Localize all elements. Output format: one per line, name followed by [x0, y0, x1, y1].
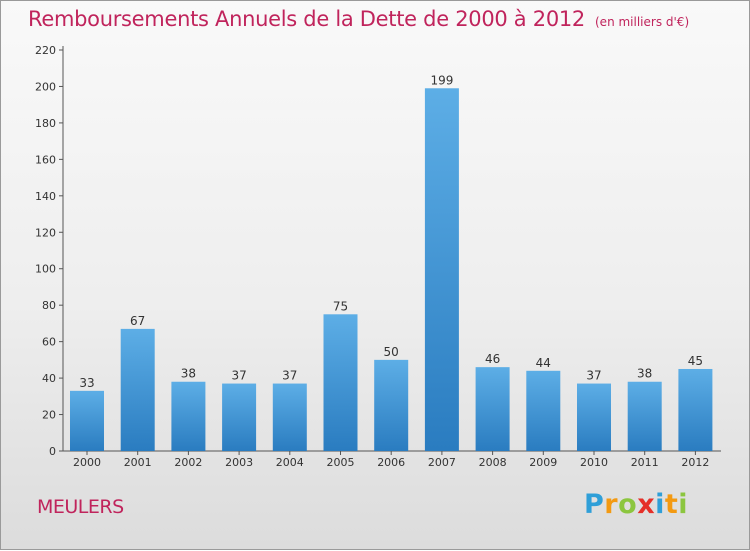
x-tick-label-2006: 2006: [377, 456, 405, 469]
bar-2000: [70, 390, 104, 451]
logo-letter: x: [637, 489, 656, 520]
y-tick-label: 100: [35, 263, 56, 276]
value-label-2011: 38: [637, 367, 652, 381]
value-label-2001: 67: [130, 314, 145, 328]
place-name: MEULERS: [37, 496, 124, 518]
x-tick-label-2010: 2010: [580, 456, 608, 469]
x-tick-label-2005: 2005: [327, 456, 355, 469]
bar-2002: [171, 381, 206, 451]
bar-2007: [424, 88, 459, 451]
x-tick-label-2009: 2009: [529, 456, 557, 469]
value-label-2007: 199: [430, 73, 453, 87]
value-label-2008: 46: [485, 352, 500, 366]
logo-letter: i: [655, 489, 665, 520]
value-label-2004: 37: [282, 369, 297, 383]
x-tick-label-2011: 2011: [631, 456, 659, 469]
value-label-2006: 50: [384, 345, 399, 359]
value-label-2009: 44: [536, 356, 551, 370]
x-tick-label-2008: 2008: [479, 456, 507, 469]
bar-2010: [577, 383, 611, 451]
y-tick-label: 140: [35, 190, 56, 203]
logo-letter: o: [618, 489, 638, 520]
value-label-2000: 33: [79, 376, 94, 390]
proxiti-logo: Proxiti: [584, 489, 688, 520]
bar-2011: [627, 381, 662, 451]
unit-note: (en milliers d'€): [595, 15, 690, 29]
y-tick-label: 220: [35, 44, 56, 57]
y-tick-label: 80: [42, 299, 56, 312]
x-tick-label-2003: 2003: [225, 456, 253, 469]
y-tick-label: 180: [35, 117, 56, 130]
title-text: Remboursements Annuels de la Dette de 20…: [28, 7, 585, 31]
x-tick-label-2007: 2007: [428, 456, 456, 469]
value-label-2002: 38: [181, 367, 196, 381]
bar-2004: [272, 383, 307, 451]
logo-letter: i: [678, 489, 689, 520]
x-tick-label-2002: 2002: [174, 456, 202, 469]
chart-title: Remboursements Annuels de la Dette de 20…: [28, 7, 689, 31]
bar-2006: [374, 359, 409, 451]
value-label-2012: 45: [688, 354, 703, 368]
y-tick-label: 160: [35, 153, 56, 166]
y-tick-label: 40: [42, 372, 56, 385]
labels: 33 2000 67 2001 38 2002 37 2003 37 2004 75 2005 50 20…: [73, 73, 709, 469]
bar-2009: [526, 370, 561, 451]
logo-letter: t: [664, 489, 679, 520]
logo-letter: r: [604, 489, 619, 520]
x-tick-label-2012: 2012: [681, 456, 709, 469]
x-tick-label-2000: 2000: [73, 456, 101, 469]
bar-2003: [222, 383, 257, 451]
logo-letter: P: [584, 489, 605, 520]
x-tick-label-2004: 2004: [276, 456, 304, 469]
value-label-2005: 75: [333, 299, 348, 313]
bar-2001: [120, 328, 155, 451]
bar-2012: [678, 368, 713, 451]
y-tick-label: 0: [49, 445, 56, 458]
value-label-2010: 37: [586, 369, 601, 383]
y-tick-label: 60: [42, 336, 56, 349]
bar-2008: [475, 367, 510, 451]
y-tick-label: 120: [35, 226, 56, 239]
value-label-2003: 37: [231, 369, 246, 383]
bars: [70, 88, 713, 451]
y-tick-label: 20: [42, 409, 56, 422]
bar-2005: [323, 314, 358, 451]
y-tick-label: 200: [35, 80, 56, 93]
x-tick-label-2001: 2001: [124, 456, 152, 469]
